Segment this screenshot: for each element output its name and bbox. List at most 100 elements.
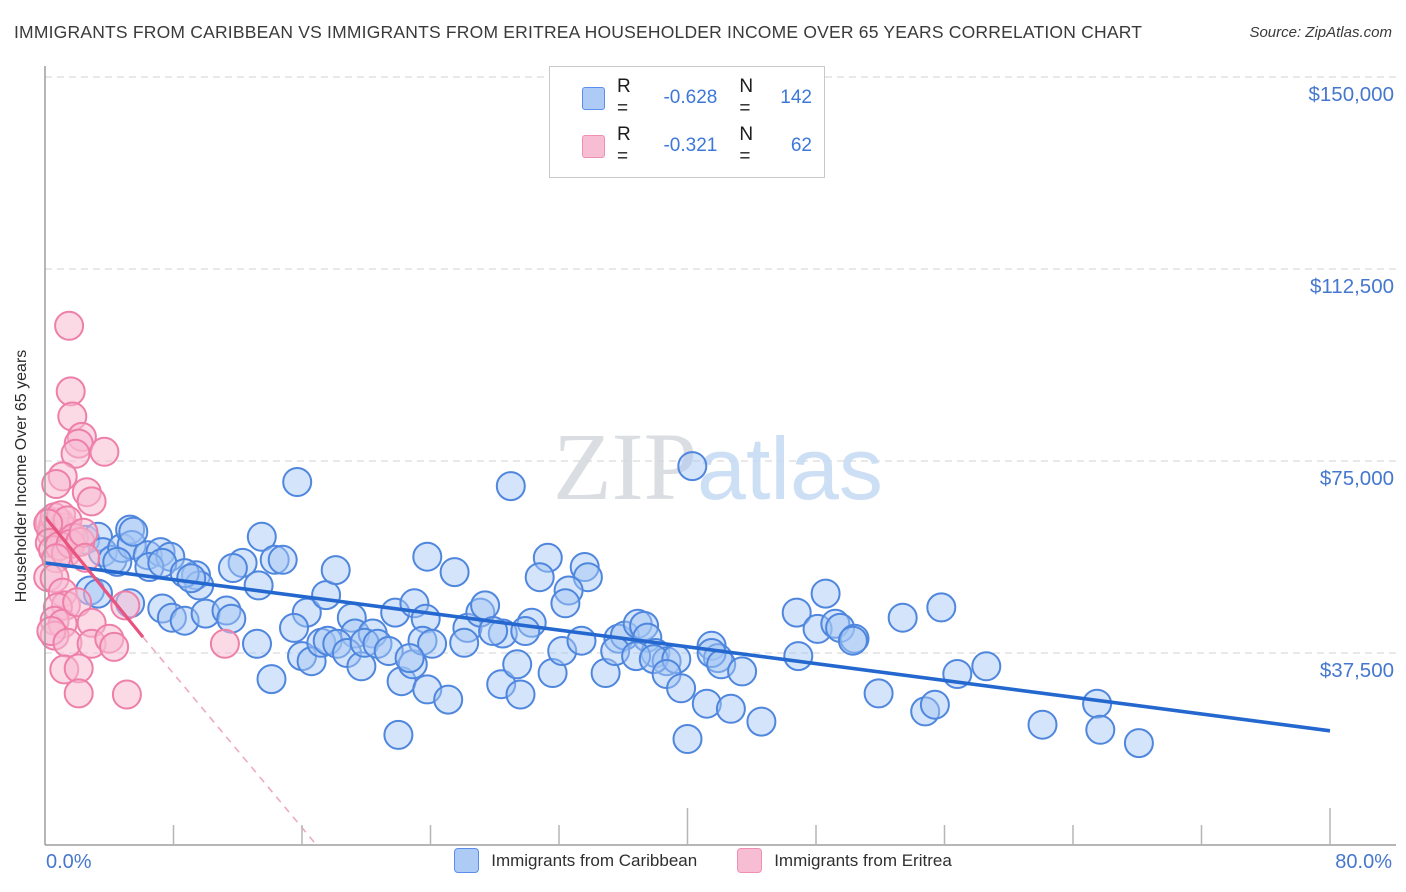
scatter-point-caribbean	[550, 588, 581, 619]
scatter-point-caribbean	[746, 706, 777, 737]
scatter-point-caribbean	[243, 570, 274, 601]
n-label: N =	[739, 124, 754, 167]
n-value-eritrea: 62	[790, 135, 812, 156]
scatter-point-caribbean	[449, 627, 480, 658]
scatter-point-caribbean	[486, 669, 517, 700]
scatter-point-caribbean	[547, 636, 578, 666]
scatter-point-eritrea	[209, 628, 240, 659]
scatter-point-caribbean	[1085, 714, 1116, 745]
r-value-caribbean: -0.628	[663, 87, 718, 108]
y-tick-75000: $75,000	[1319, 467, 1394, 490]
scatter-point-caribbean	[781, 597, 812, 628]
scatter-point-caribbean	[256, 664, 287, 695]
r-value-eritrea: -0.321	[663, 135, 718, 156]
r-label: R =	[617, 76, 631, 119]
scatter-point-caribbean	[524, 562, 555, 593]
y-tick-112500: $112,500	[1310, 275, 1394, 298]
scatter-point-eritrea	[63, 678, 94, 709]
source-credit: Source: ZipAtlas.com	[1249, 24, 1392, 41]
scatter-point-eritrea	[76, 486, 107, 517]
series-legend-label: Immigrants from Caribbean	[491, 850, 698, 870]
scatter-point-caribbean	[279, 612, 309, 643]
scatter-point-caribbean	[863, 678, 894, 709]
scatter-point-caribbean	[452, 612, 483, 643]
watermark: ZIPatlas	[553, 413, 883, 520]
y-tick-37500: $37,500	[1319, 659, 1394, 682]
watermark-zip: ZIP	[553, 413, 697, 520]
scatter-point-eritrea	[99, 631, 130, 662]
scatter-point-caribbean	[211, 595, 242, 626]
axes-frame	[44, 66, 1396, 846]
scatter-point-eritrea	[111, 679, 142, 710]
scatter-point-eritrea	[89, 436, 120, 467]
scatter-point-caribbean	[510, 616, 541, 646]
scatter-point-caribbean	[810, 578, 841, 609]
scatter-points	[33, 310, 1154, 759]
scatter-point-caribbean	[691, 688, 722, 719]
scatter-point-caribbean	[537, 658, 568, 688]
scatter-point-caribbean	[383, 719, 414, 750]
scatter-point-eritrea	[60, 438, 91, 469]
scatter-point-eritrea	[68, 517, 99, 548]
trend-line	[142, 636, 318, 846]
scatter-point-caribbean	[1027, 709, 1058, 740]
scatter-point-caribbean	[394, 643, 425, 674]
eritrea-swatch-icon	[582, 134, 605, 158]
scatter-point-caribbean	[216, 603, 247, 634]
scatter-point-caribbean	[1123, 728, 1154, 759]
scatter-point-caribbean	[715, 693, 746, 724]
scatter-point-caribbean	[433, 684, 464, 715]
caribbean-swatch-icon	[454, 848, 480, 873]
scatter-point-caribbean	[282, 467, 313, 497]
page-title: IMMIGRANTS FROM CARIBBEAN VS IMMIGRANTS …	[14, 22, 1143, 42]
series-legend-caribbean: Immigrants from Caribbean	[454, 848, 697, 873]
scatter-point-caribbean	[839, 623, 870, 654]
scatter-point-caribbean	[783, 641, 814, 672]
scatter-point-eritrea	[41, 469, 72, 499]
x-tick-max: 80.0%	[1335, 851, 1392, 873]
series-legend-label: Immigrants from Eritrea	[774, 850, 952, 870]
scatter-point-caribbean	[505, 679, 536, 710]
scatter-point-caribbean	[118, 516, 149, 547]
legend-row-eritrea: R = -0.321 N = 62	[582, 124, 812, 168]
scatter-point-eritrea	[63, 653, 94, 684]
scatter-point-caribbean	[727, 656, 758, 687]
scatter-point-caribbean	[495, 471, 526, 502]
scatter-point-eritrea	[110, 590, 141, 621]
trend-line	[44, 561, 1331, 733]
scatter-point-caribbean	[590, 658, 621, 688]
n-value-caribbean: 142	[780, 87, 812, 108]
scatter-point-caribbean	[926, 592, 957, 623]
correlation-legend: R = -0.628 N = 142 R = -0.321 N = 62	[549, 66, 825, 178]
scatter-point-caribbean	[242, 628, 272, 659]
x-tick-min: 0.0%	[46, 851, 92, 873]
watermark-atlas: atlas	[697, 419, 883, 518]
scatter-point-caribbean	[887, 602, 918, 633]
caribbean-swatch-icon	[582, 86, 605, 110]
scatter-point-caribbean	[672, 724, 703, 754]
eritrea-swatch-icon	[737, 848, 763, 873]
series-legend-eritrea: Immigrants from Eritrea	[737, 848, 952, 873]
scatter-point-caribbean	[919, 689, 950, 720]
legend-row-caribbean: R = -0.628 N = 142	[582, 76, 812, 120]
scatter-point-caribbean	[532, 542, 563, 573]
scatter-point-eritrea	[70, 542, 101, 573]
scatter-point-caribbean	[439, 557, 470, 588]
scatter-point-caribbean	[320, 555, 351, 586]
scatter-point-caribbean	[311, 580, 342, 611]
scatter-point-caribbean	[176, 563, 207, 594]
scatter-point-caribbean	[412, 541, 443, 572]
trend-lines	[43, 515, 1331, 846]
scatter-point-eritrea	[54, 310, 85, 341]
series-legend: Immigrants from Caribbean Immigrants fro…	[0, 848, 1406, 873]
n-label: N =	[739, 76, 754, 119]
scatter-point-caribbean	[246, 521, 277, 552]
scatter-point-caribbean	[651, 646, 682, 677]
scatter-point-caribbean	[1082, 688, 1113, 719]
scatter-point-caribbean	[502, 649, 533, 680]
scatter-point-eritrea	[55, 376, 86, 407]
scatter-point-caribbean	[487, 618, 518, 649]
scatter-point-caribbean	[677, 451, 708, 482]
